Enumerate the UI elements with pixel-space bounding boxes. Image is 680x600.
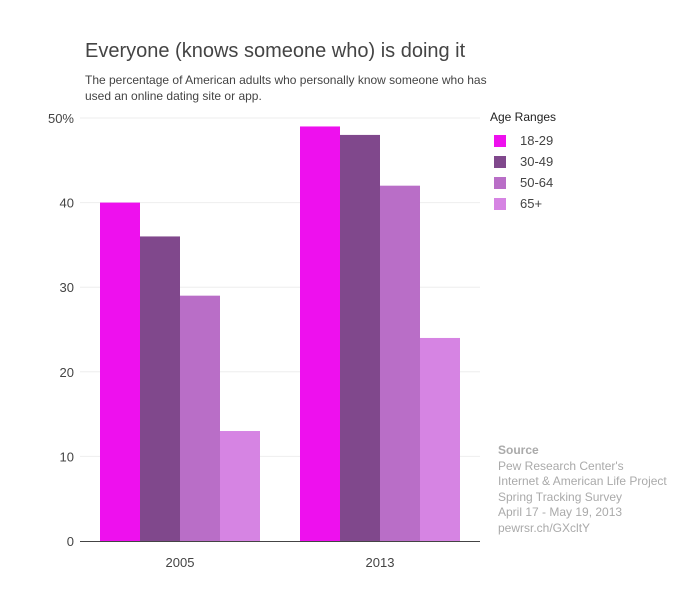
y-tick-label: 0 — [67, 534, 74, 549]
source-link[interactable]: pewrsr.ch/GXcltY — [498, 520, 591, 535]
legend-item-30-49[interactable]: 30-49 — [490, 151, 556, 172]
axes: 0 10 20 30 40 50% 2005 2013 — [48, 111, 480, 570]
bar — [100, 202, 140, 541]
legend-swatch — [494, 134, 506, 147]
x-tick-label: 2013 — [366, 555, 395, 570]
legend-swatch — [494, 197, 506, 210]
bar — [140, 236, 180, 541]
legend-label: 50-64 — [520, 175, 554, 190]
bar — [300, 126, 340, 542]
legend-item-50-64[interactable]: 50-64 — [490, 172, 556, 193]
y-tick-label: 40 — [60, 196, 74, 211]
bars — [100, 126, 460, 542]
legend: Age Ranges 18-29 30-49 50-64 65+ — [490, 110, 556, 214]
source-line: Internet & American Life Project — [498, 474, 667, 488]
x-tick-label: 2005 — [166, 555, 195, 570]
y-tick-label: 10 — [60, 449, 74, 464]
legend-item-18-29[interactable]: 18-29 — [490, 130, 556, 151]
source-line: Spring Tracking Survey — [498, 489, 623, 504]
chart-title: Everyone (knows someone who) is doing it — [85, 40, 466, 62]
legend-label: 30-49 — [520, 154, 554, 169]
chart-subtitle: The percentage of American adults who pe… — [85, 73, 487, 103]
source-line: Pew Research Center's — [498, 458, 624, 473]
legend-label: 18-29 — [520, 133, 554, 148]
legend-label: 65+ — [520, 196, 543, 211]
legend-swatch — [494, 176, 506, 189]
legend-item-65-plus[interactable]: 65+ — [490, 193, 556, 214]
legend-swatch — [494, 155, 506, 168]
source-note: Source Pew Research Center's Internet & … — [498, 443, 667, 536]
y-tick-label: 20 — [60, 365, 74, 380]
y-tick-label: 50% — [48, 111, 74, 126]
y-tick-label: 30 — [60, 280, 74, 295]
source-heading: Source — [498, 443, 539, 457]
bar — [420, 337, 460, 541]
bar — [180, 295, 220, 541]
bar — [220, 431, 260, 541]
legend-title: Age Ranges — [490, 110, 557, 124]
bar — [340, 134, 380, 542]
source-line: April 17 - May 19, 2013 — [498, 505, 623, 519]
bar — [380, 185, 420, 541]
